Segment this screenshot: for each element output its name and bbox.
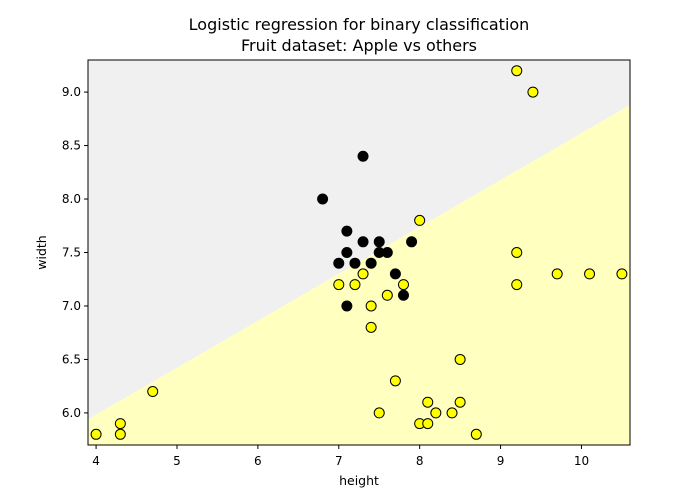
data-point <box>357 150 369 162</box>
y-tick-label: 8.0 <box>62 192 81 206</box>
data-point <box>454 353 466 365</box>
y-axis-label: width <box>34 235 49 269</box>
data-point <box>584 268 596 280</box>
data-point <box>527 86 539 98</box>
data-point <box>511 65 523 77</box>
data-point <box>333 279 345 291</box>
data-point <box>422 418 434 430</box>
data-point <box>511 247 523 258</box>
x-tick-label: 8 <box>416 454 424 468</box>
data-point <box>349 279 361 291</box>
data-point <box>373 407 385 419</box>
data-point <box>389 268 401 280</box>
x-tick-label: 6 <box>254 454 262 468</box>
data-point <box>454 396 466 408</box>
chart-subtitle: Fruit dataset: Apple vs others <box>241 36 477 55</box>
data-point <box>381 247 393 258</box>
data-point <box>422 396 434 408</box>
y-tick-label: 8.5 <box>62 139 81 153</box>
data-point <box>341 225 353 237</box>
chart-title: Logistic regression for binary classific… <box>189 15 530 34</box>
series-0-points <box>317 150 418 312</box>
x-tick-label: 4 <box>92 454 100 468</box>
y-tick-label: 7.5 <box>62 246 81 260</box>
y-axis-ticks: 6.0 6.5 7.0 7.5 8.0 8.5 9.0 <box>62 85 88 420</box>
data-point <box>381 289 393 301</box>
data-point <box>551 268 563 280</box>
data-point <box>365 257 377 269</box>
data-point <box>365 321 377 333</box>
y-tick-label: 6.0 <box>62 406 81 420</box>
plot-area <box>87 59 631 446</box>
x-tick-label: 7 <box>335 454 343 468</box>
points-layer <box>90 65 628 440</box>
data-point <box>389 375 401 387</box>
data-point <box>397 279 409 291</box>
x-tick-label: 9 <box>497 454 505 468</box>
data-point <box>357 236 369 248</box>
data-point <box>406 236 418 248</box>
data-point <box>114 418 126 430</box>
x-tick-label: 5 <box>173 454 181 468</box>
data-point <box>511 279 523 291</box>
x-axis-label: height <box>339 473 379 488</box>
data-point <box>341 247 353 258</box>
data-point <box>446 407 458 419</box>
data-point <box>397 289 409 301</box>
data-point <box>90 428 102 440</box>
data-point <box>114 428 126 440</box>
data-point <box>147 386 159 398</box>
series-1-points <box>90 65 628 440</box>
x-tick-label: 10 <box>574 454 589 468</box>
data-point <box>373 236 385 248</box>
data-point <box>317 193 329 205</box>
data-point <box>357 268 369 280</box>
data-point <box>365 300 377 312</box>
data-point <box>430 407 442 419</box>
y-tick-label: 6.5 <box>62 352 81 366</box>
data-point <box>470 428 482 440</box>
y-tick-label: 9.0 <box>62 85 81 99</box>
data-point <box>616 268 628 280</box>
data-point <box>349 257 361 269</box>
y-tick-label: 7.0 <box>62 299 81 313</box>
data-point <box>333 257 345 269</box>
x-axis-ticks: 4 5 6 7 8 9 10 <box>92 445 589 468</box>
data-point <box>341 300 353 312</box>
data-point <box>414 214 426 226</box>
